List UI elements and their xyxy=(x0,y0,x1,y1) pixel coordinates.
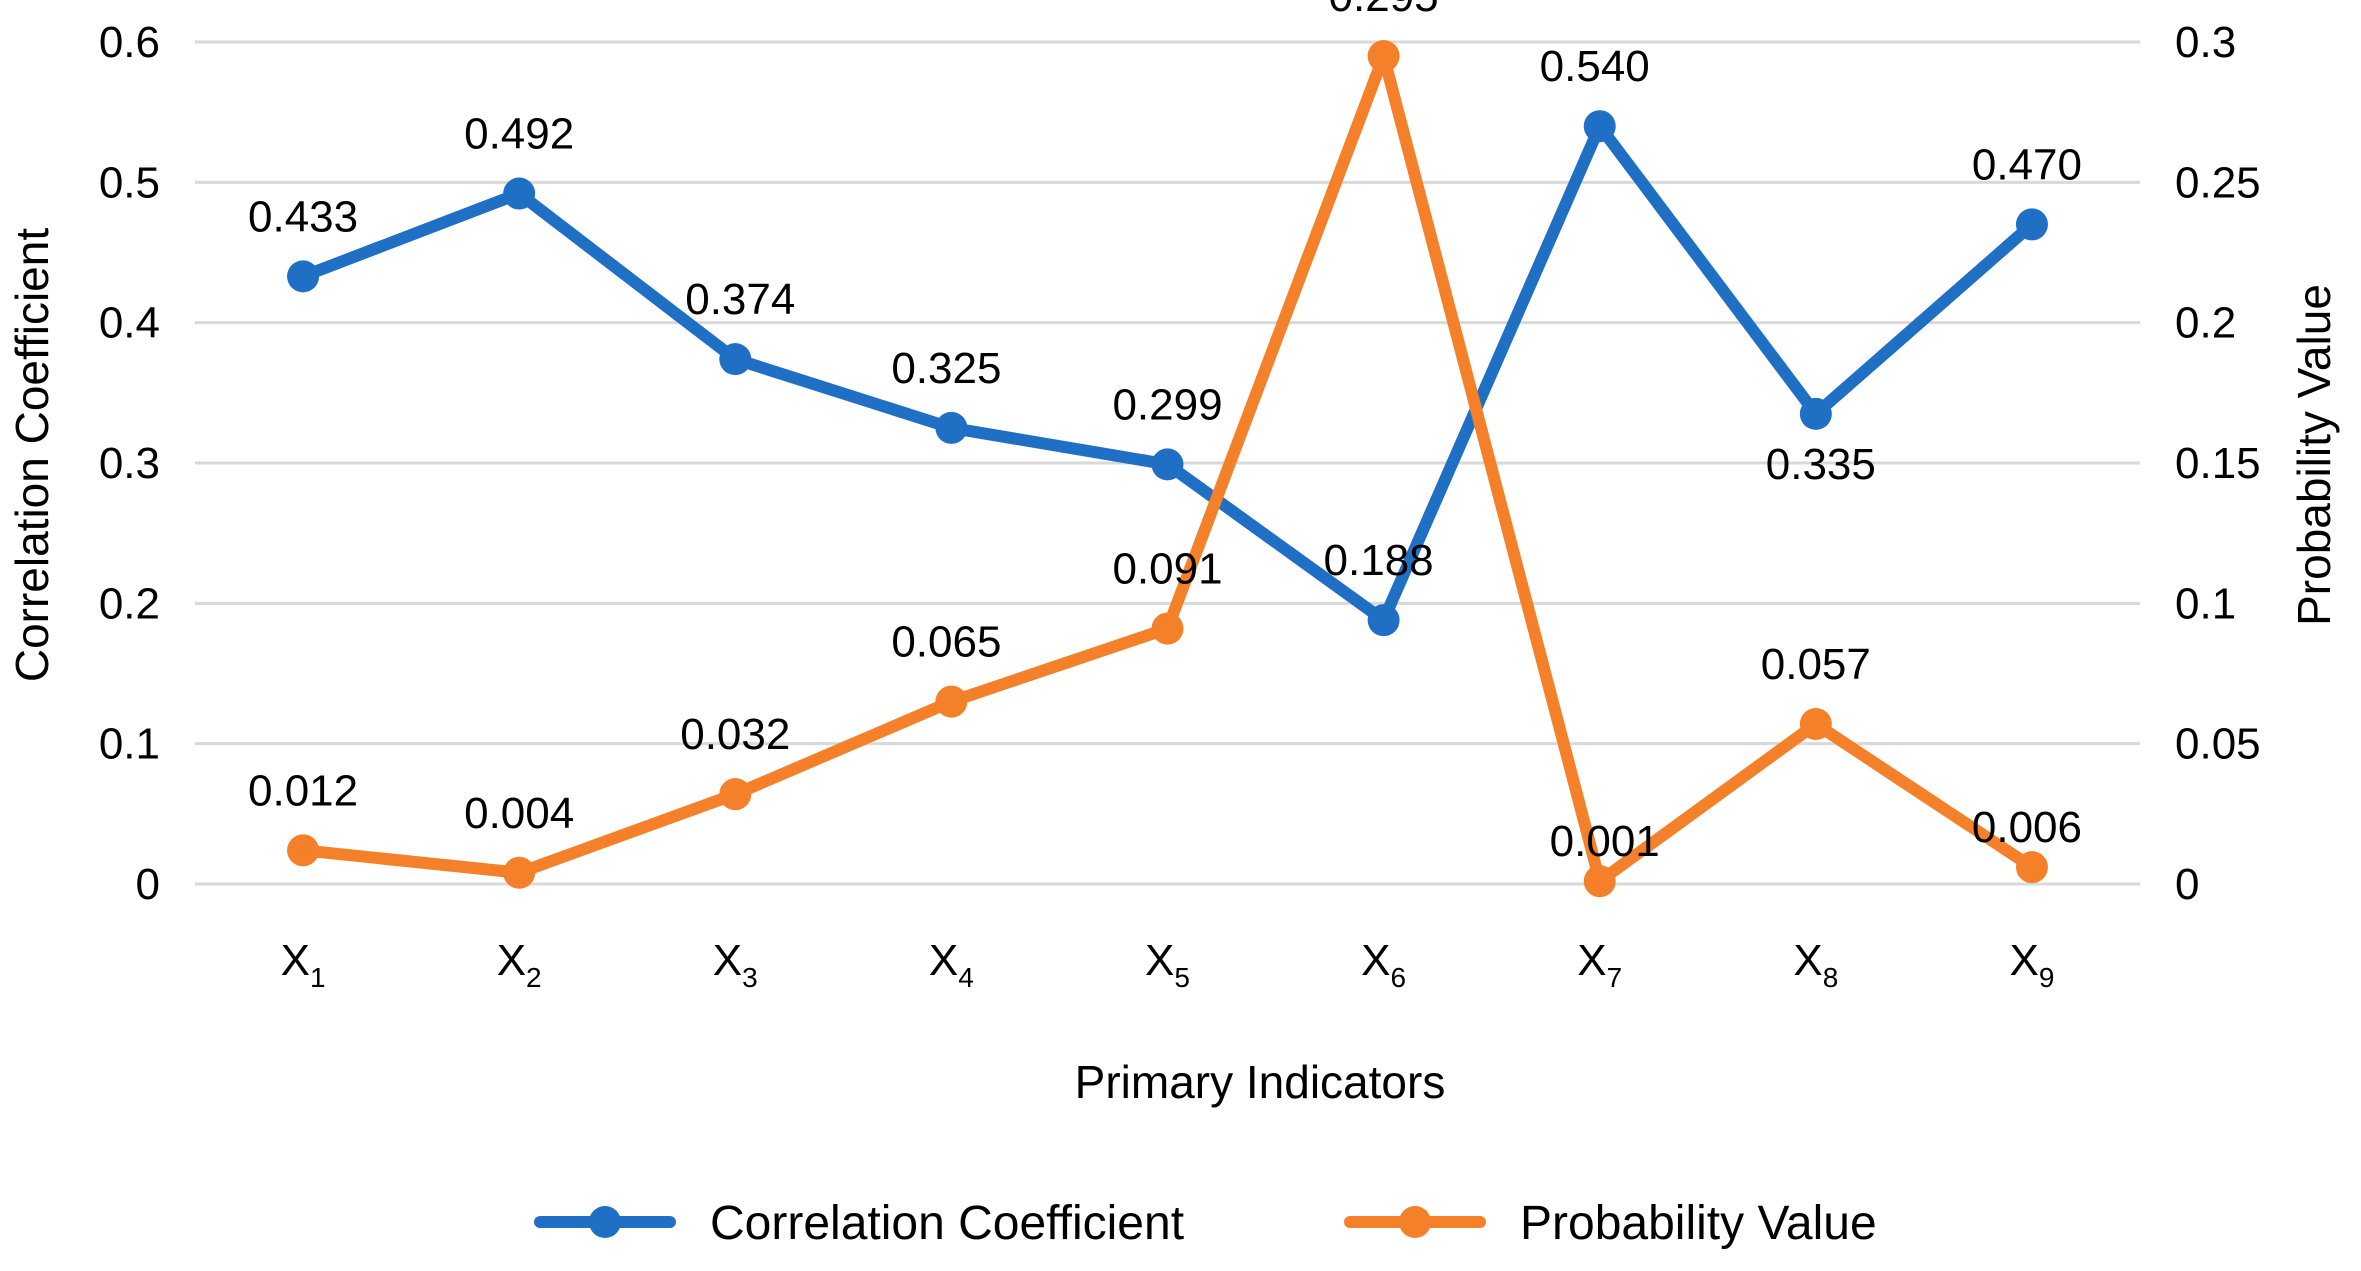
x-tick-label: X1 xyxy=(281,936,326,993)
right-tick-label: 0.2 xyxy=(2175,299,2236,348)
data-point xyxy=(503,856,536,889)
legend: Correlation Coefficient Probability Value xyxy=(534,1197,1877,1250)
data-label: 0.032 xyxy=(680,710,790,759)
x-tick-label: X8 xyxy=(1793,936,1838,993)
data-label: 0.295 xyxy=(1329,0,1439,21)
x-tick-label: X3 xyxy=(713,936,758,993)
data-label: 0.001 xyxy=(1550,817,1660,866)
data-point xyxy=(1151,612,1184,645)
series-probability-value xyxy=(287,40,2048,898)
left-tick-label: 0.6 xyxy=(99,18,160,67)
data-point xyxy=(287,260,320,293)
x-tick-label: X2 xyxy=(497,936,542,993)
x-tick-label: X6 xyxy=(1361,936,1406,993)
data-point xyxy=(1583,110,1616,143)
left-axis-title: Correlation Coefficient xyxy=(6,228,58,682)
data-label: 0.006 xyxy=(1972,803,2082,852)
data-label: 0.433 xyxy=(248,192,358,241)
data-point xyxy=(719,343,752,376)
x-tick-label: X4 xyxy=(929,936,974,993)
legend-item: Correlation Coefficient xyxy=(534,1197,1184,1250)
x-axis-title: Primary Indicators xyxy=(1075,1056,1446,1108)
data-point xyxy=(935,411,968,444)
series-layer xyxy=(287,40,2048,898)
data-point xyxy=(2015,851,2048,884)
data-label: 0.492 xyxy=(464,110,574,159)
data-label: 0.012 xyxy=(248,766,358,815)
x-tick-label: X9 xyxy=(2009,936,2054,993)
data-point xyxy=(1583,865,1616,898)
right-tick-label: 0.25 xyxy=(2175,158,2261,207)
left-tick-label: 0.5 xyxy=(99,158,160,207)
left-tick-label: 0 xyxy=(136,860,160,909)
data-point xyxy=(719,778,752,811)
data-label: 0.470 xyxy=(1972,140,2082,189)
data-point xyxy=(1799,397,1832,430)
legend-marker xyxy=(1399,1206,1431,1238)
legend-item: Probability Value xyxy=(1344,1197,1877,1250)
data-label: 0.374 xyxy=(685,275,795,324)
left-tick-label: 0.2 xyxy=(99,579,160,628)
left-tick-label: 0.1 xyxy=(99,720,160,769)
legend-label: Probability Value xyxy=(1520,1197,1877,1250)
right-axis-title: Probability Value xyxy=(2288,284,2340,626)
data-label: 0.057 xyxy=(1761,640,1871,689)
data-label: 0.004 xyxy=(464,789,574,838)
right-tick-label: 0.15 xyxy=(2175,439,2261,488)
data-point xyxy=(1367,40,1400,73)
data-label: 0.325 xyxy=(891,344,1001,393)
right-tick-label: 0.1 xyxy=(2175,579,2236,628)
left-tick-label: 0.3 xyxy=(99,439,160,488)
data-labels: 0.433 0.492 0.374 0.325 0.299 0.188 0.540 0.335… xyxy=(248,0,2082,866)
left-axis-ticks: 0 0.1 0.2 0.3 0.4 0.5 0.6 xyxy=(99,18,160,909)
data-point xyxy=(1367,604,1400,637)
x-tick-label: X5 xyxy=(1145,936,1190,993)
right-tick-label: 0.3 xyxy=(2175,18,2236,67)
data-label: 0.335 xyxy=(1766,440,1876,489)
data-point xyxy=(1799,708,1832,741)
data-point xyxy=(2015,208,2048,241)
data-label: 0.540 xyxy=(1540,42,1650,91)
right-tick-label: 0.05 xyxy=(2175,720,2261,769)
legend-label: Correlation Coefficient xyxy=(710,1197,1184,1250)
legend-marker xyxy=(589,1206,621,1238)
x-axis-ticks: X1 X2 X3 X4 X5 X6 X7 X8 X9 xyxy=(281,936,2055,993)
x-tick-label: X7 xyxy=(1577,936,1622,993)
data-label: 0.065 xyxy=(891,618,1001,667)
right-axis-ticks: 0 0.05 0.1 0.15 0.2 0.25 0.3 xyxy=(2175,18,2261,909)
data-label: 0.188 xyxy=(1324,536,1434,585)
data-point xyxy=(503,177,536,210)
right-tick-label: 0 xyxy=(2175,860,2199,909)
data-point xyxy=(1151,448,1184,481)
data-label: 0.091 xyxy=(1112,545,1222,594)
series-correlation-coefficient xyxy=(287,110,2048,637)
data-label: 0.299 xyxy=(1112,380,1222,429)
data-point xyxy=(287,834,320,867)
data-point xyxy=(935,685,968,718)
left-tick-label: 0.4 xyxy=(99,299,160,348)
